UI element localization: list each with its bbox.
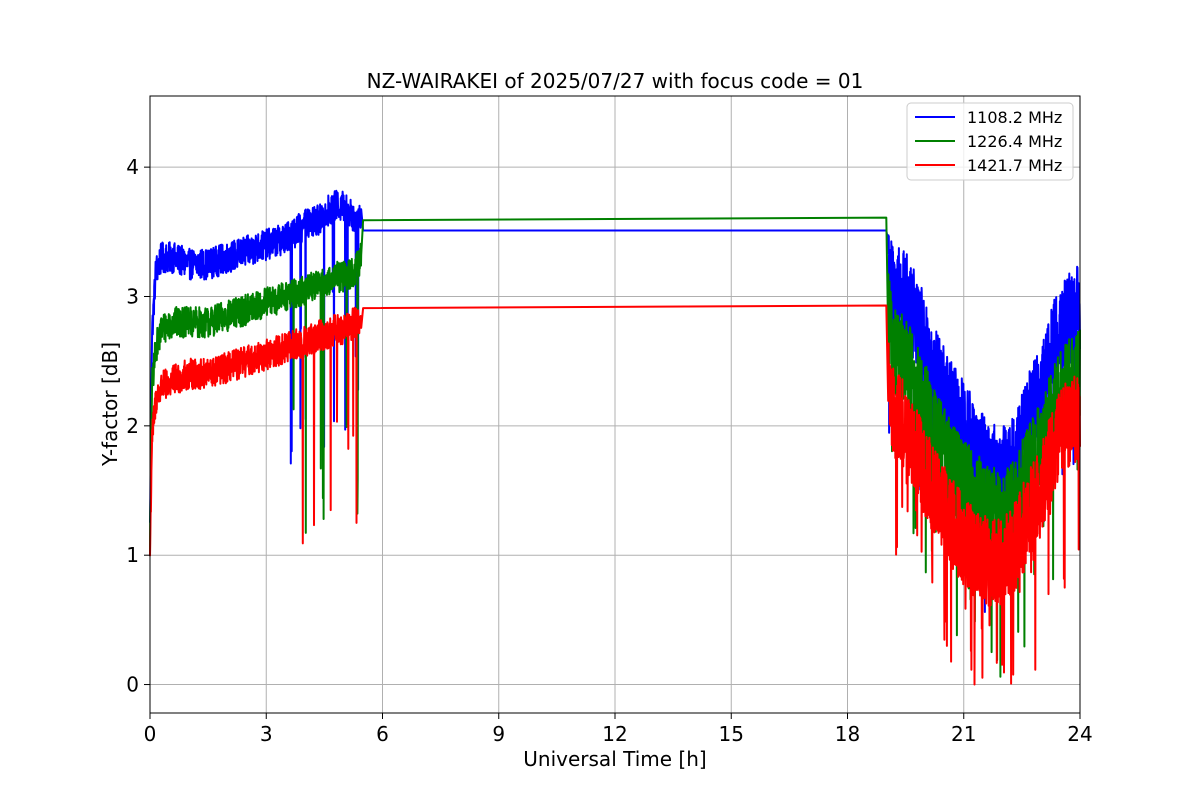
x-tick-label: 24: [1067, 722, 1092, 746]
x-tick-label: 6: [376, 722, 389, 746]
x-tick-label: 15: [719, 722, 744, 746]
legend-label-2: 1226.4 MHz: [967, 132, 1062, 151]
x-axis: 0 3 6 9 12 15 18 21 24: [144, 713, 1093, 746]
legend: 1108.2 MHz 1226.4 MHz 1421.7 MHz: [906, 102, 1074, 181]
y-tick-label: 1: [126, 543, 139, 567]
series-line-2: [149, 216, 1081, 678]
y-tick-label: 4: [126, 155, 139, 179]
y-axis: 0 1 2 3 4: [126, 155, 150, 697]
x-tick-label: 0: [144, 722, 157, 746]
x-tick-label: 9: [492, 722, 505, 746]
legend-box: [906, 102, 1074, 181]
x-axis-label: Universal Time [h]: [523, 747, 706, 771]
y-tick-label: 3: [126, 284, 139, 308]
legend-label-1: 1108.2 MHz: [967, 108, 1062, 127]
chart-title: NZ-WAIRAKEI of 2025/07/27 with focus cod…: [367, 69, 864, 93]
legend-label-3: 1421.7 MHz: [967, 156, 1062, 175]
x-tick-label: 18: [835, 722, 860, 746]
y-tick-label: 0: [126, 673, 139, 697]
x-tick-label: 21: [951, 722, 976, 746]
x-tick-label: 3: [260, 722, 273, 746]
series-layer: [149, 189, 1081, 686]
x-tick-label: 12: [602, 722, 627, 746]
series-line-3: [149, 304, 1081, 686]
y-axis-label: Y-factor [dB]: [98, 342, 122, 467]
y-tick-label: 2: [126, 414, 139, 438]
